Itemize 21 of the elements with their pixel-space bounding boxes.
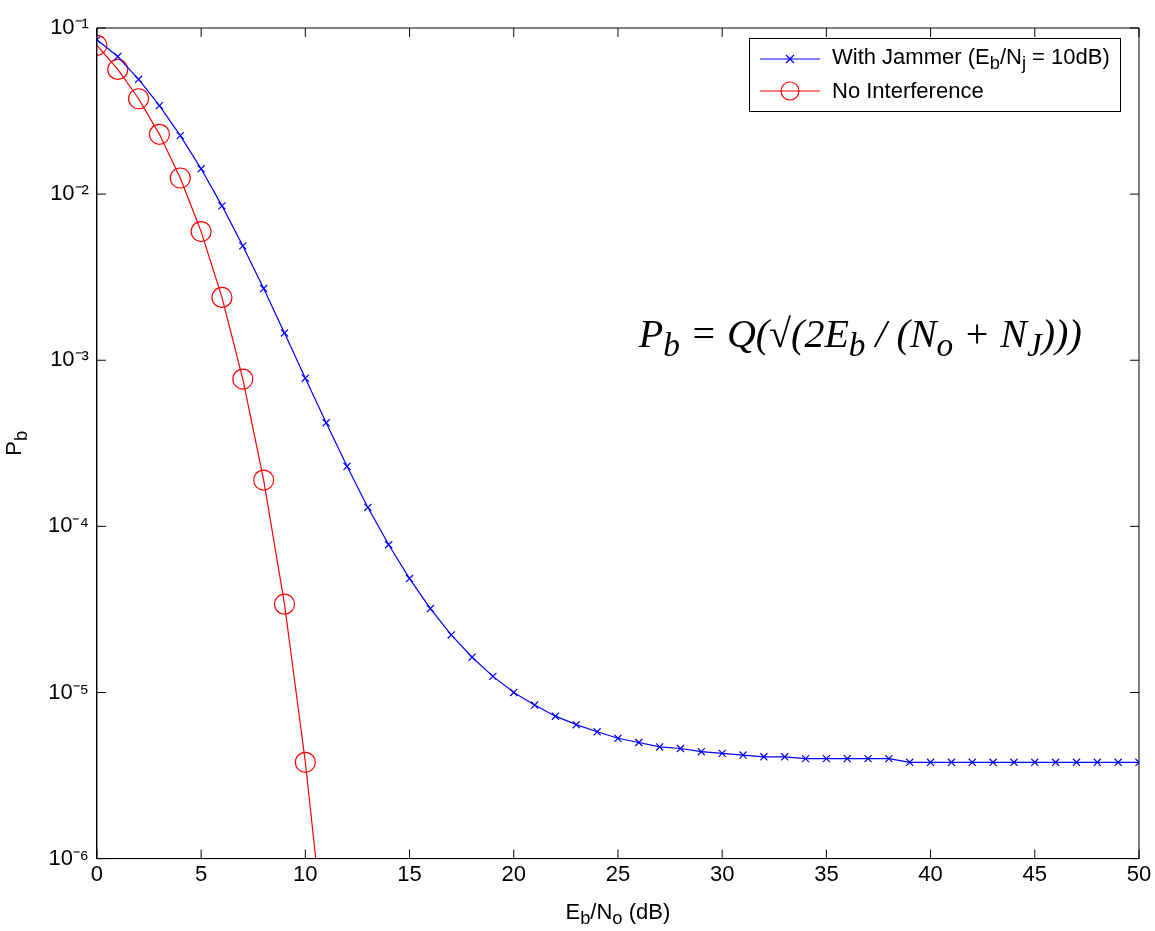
x-tick-label: 20 xyxy=(501,860,526,886)
y-tick-label: 10⁻³ xyxy=(50,346,89,372)
legend-label: No Interference xyxy=(832,78,984,104)
x-tick-label: 50 xyxy=(1126,860,1152,886)
y-tick-label: 10⁻⁴ xyxy=(47,512,89,538)
x-tick-label: 35 xyxy=(814,860,839,886)
x-tick-label: 0 xyxy=(90,860,104,886)
y-tick-label: 10⁻⁶ xyxy=(48,844,89,870)
x-tick-label: 25 xyxy=(605,860,631,886)
x-tick-label: 15 xyxy=(397,860,422,886)
legend-label: With Jammer (E$_{b}$/N$_{j}$ = 10dB) xyxy=(832,43,1110,75)
x-tick-label: 10 xyxy=(293,860,318,886)
x-axis-title: E$_{b}$/N$_{o}$ (dB) xyxy=(565,898,671,929)
y-tick-label: 10⁻² xyxy=(50,180,89,206)
x-tick-label: 30 xyxy=(709,860,735,886)
x-tick-label: 45 xyxy=(1022,860,1048,886)
x-tick-label: 5 xyxy=(195,860,208,886)
x-tick-label: 40 xyxy=(918,860,943,886)
y-tick-label: 10⁻⁵ xyxy=(48,678,89,704)
text: P$_{b}$ = Q(√(2E$_{b}$ / (N$_{o}$ + N$_{J}$))) xyxy=(638,311,1082,364)
y-tick-label: 10⁻¹ xyxy=(50,14,89,40)
